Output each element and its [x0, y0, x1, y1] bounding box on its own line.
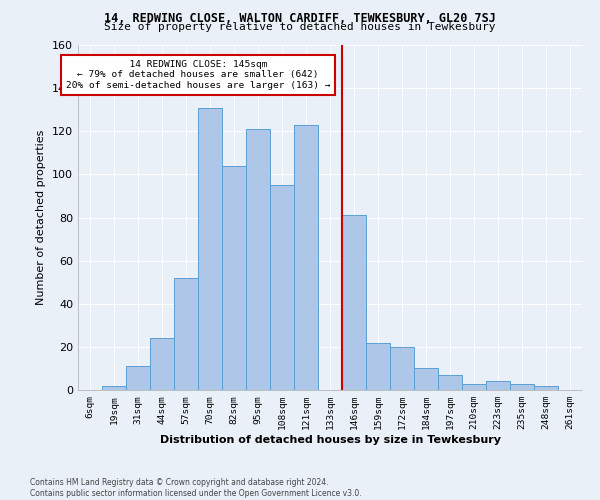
Bar [102, 386, 126, 390]
Bar [366, 342, 390, 390]
Text: 14, REDWING CLOSE, WALTON CARDIFF, TEWKESBURY, GL20 7SJ: 14, REDWING CLOSE, WALTON CARDIFF, TEWKE… [104, 12, 496, 26]
Bar [462, 384, 486, 390]
Bar [414, 368, 438, 390]
Text: 14 REDWING CLOSE: 145sqm  
← 79% of detached houses are smaller (642)
20% of sem: 14 REDWING CLOSE: 145sqm ← 79% of detach… [66, 60, 330, 90]
Bar [510, 384, 534, 390]
Text: Contains HM Land Registry data © Crown copyright and database right 2024.
Contai: Contains HM Land Registry data © Crown c… [30, 478, 362, 498]
Bar [390, 347, 414, 390]
Bar [294, 125, 318, 390]
Bar [174, 278, 198, 390]
Bar [198, 108, 222, 390]
Bar [534, 386, 558, 390]
Bar [246, 129, 270, 390]
Bar [270, 185, 294, 390]
Bar [486, 382, 510, 390]
Bar [438, 375, 462, 390]
Bar [342, 216, 366, 390]
X-axis label: Distribution of detached houses by size in Tewkesbury: Distribution of detached houses by size … [160, 435, 500, 445]
Bar [222, 166, 246, 390]
Y-axis label: Number of detached properties: Number of detached properties [37, 130, 46, 305]
Bar [150, 338, 174, 390]
Text: Size of property relative to detached houses in Tewkesbury: Size of property relative to detached ho… [104, 22, 496, 32]
Bar [126, 366, 150, 390]
